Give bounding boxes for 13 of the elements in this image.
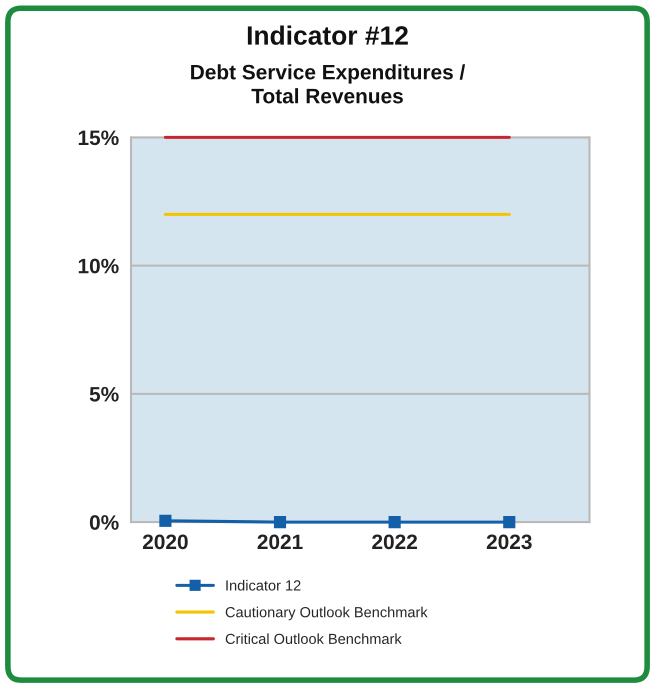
- y-tick-label: 0%: [90, 515, 119, 530]
- legend-label: Cautionary Outlook Benchmark: [226, 606, 428, 620]
- legend-label: Critical Outlook Benchmark: [226, 633, 402, 644]
- legend-label: Indicator 12: [226, 580, 300, 591]
- x-tick-label: 2021: [258, 534, 303, 550]
- x-tick-label: 2020: [142, 534, 188, 550]
- x-tick-label: 2023: [486, 534, 532, 550]
- chart-title: Indicator #12: [248, 25, 408, 45]
- y-tick-label: 15%: [78, 130, 119, 146]
- x-tick-label: 2022: [372, 534, 417, 550]
- chart-subtitle: Debt Service Expenditures / Total Revenues: [191, 64, 466, 104]
- y-tick-label: 10%: [78, 258, 119, 274]
- y-tick-label: 5%: [90, 386, 119, 402]
